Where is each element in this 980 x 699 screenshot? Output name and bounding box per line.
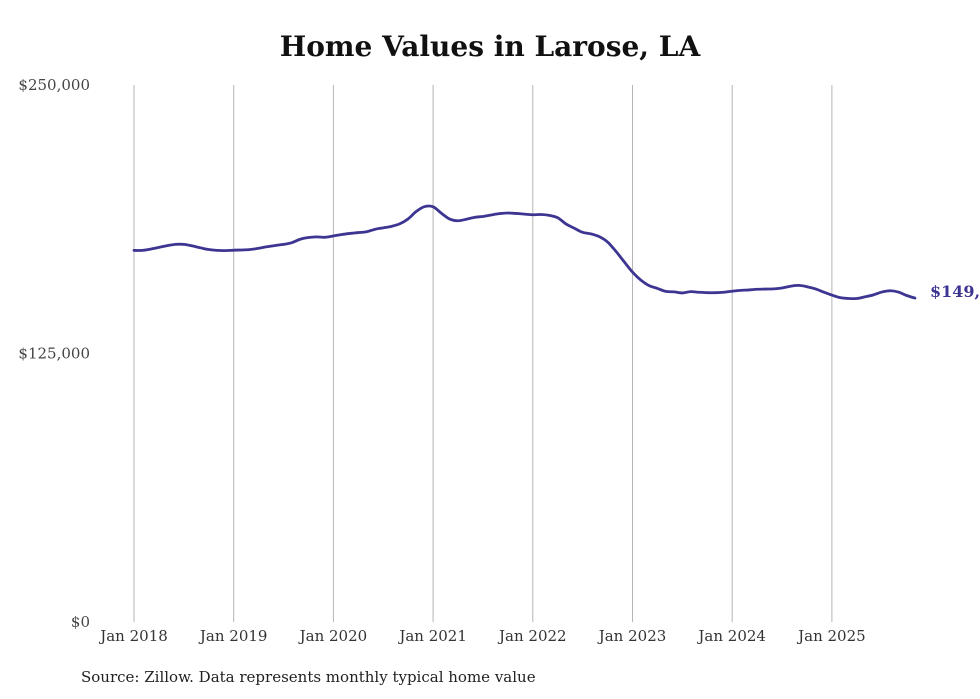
- gridlines: [133, 85, 833, 622]
- series-layer: [132, 204, 917, 301]
- y-tick-label: $250,000: [18, 76, 90, 94]
- x-tick-label: Jan 2018: [98, 627, 168, 645]
- y-tick-label: $0: [71, 613, 90, 631]
- series-line-home-value: [132, 204, 917, 301]
- end-value-label: $149,761: [930, 282, 980, 301]
- x-tick-label: Jan 2022: [497, 627, 567, 645]
- x-tick-label: Jan 2019: [198, 627, 268, 645]
- x-tick-label: Jan 2021: [397, 627, 467, 645]
- source-note: Source: Zillow. Data represents monthly …: [81, 668, 536, 686]
- x-tick-label: Jan 2023: [597, 627, 667, 645]
- x-tick-label: Jan 2020: [298, 627, 368, 645]
- chart-title: Home Values in Larose, LA: [279, 30, 701, 63]
- end-label-layer: $149,761: [930, 282, 980, 301]
- x-axis-ticks: Jan 2018 Jan 2019 Jan 2020 Jan 2021 Jan 2022…: [98, 627, 865, 645]
- x-tick-label: Jan 2025: [796, 627, 866, 645]
- y-axis-ticks: $0 $125,000 $250,000: [18, 76, 90, 631]
- y-tick-label: $125,000: [18, 345, 90, 363]
- x-tick-label: Jan 2024: [696, 627, 766, 645]
